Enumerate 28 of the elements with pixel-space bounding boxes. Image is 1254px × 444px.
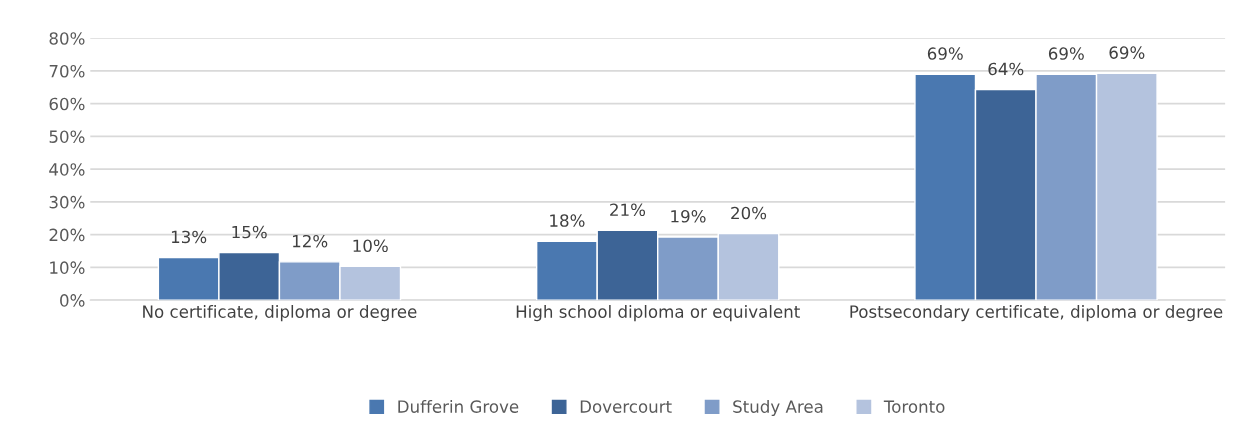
- data-label: 69%: [1109, 46, 1145, 59]
- data-label: 69%: [1048, 47, 1084, 60]
- data-label: 10%: [353, 239, 388, 253]
- legend-label: Toronto: [883, 400, 945, 413]
- data-label: 64%: [988, 62, 1024, 76]
- y-tick-label: 0%: [60, 294, 85, 307]
- y-tick-label: 20%: [49, 228, 85, 242]
- data-label: 12%: [293, 234, 328, 248]
- legend-label: Dovercourt: [580, 400, 672, 413]
- data-label: 69%: [927, 47, 963, 60]
- data-label: 13%: [171, 230, 207, 244]
- y-tick-label: 80%: [49, 32, 85, 45]
- x-tick-label: High school diploma or equivalent: [516, 305, 800, 322]
- legend-label: Dufferin Grove: [398, 399, 519, 413]
- y-tick-label: 40%: [49, 163, 85, 176]
- y-tick-label: 70%: [49, 64, 85, 78]
- y-tick-label: 50%: [49, 130, 85, 143]
- y-tick-label: 60%: [49, 97, 85, 111]
- data-label: 21%: [610, 203, 646, 217]
- data-label: 19%: [671, 210, 706, 223]
- y-tick-label: 10%: [50, 261, 85, 274]
- data-label: 15%: [232, 225, 267, 239]
- data-label: 20%: [731, 206, 767, 220]
- x-tick-label: Postsecondary certificate, diploma or degree: [850, 305, 1223, 322]
- data-label: 18%: [550, 214, 585, 227]
- y-tick-label: 30%: [49, 195, 85, 209]
- legend-label: Study Area: [733, 399, 823, 417]
- x-tick-label: No certificate, diploma or degree: [143, 305, 417, 322]
